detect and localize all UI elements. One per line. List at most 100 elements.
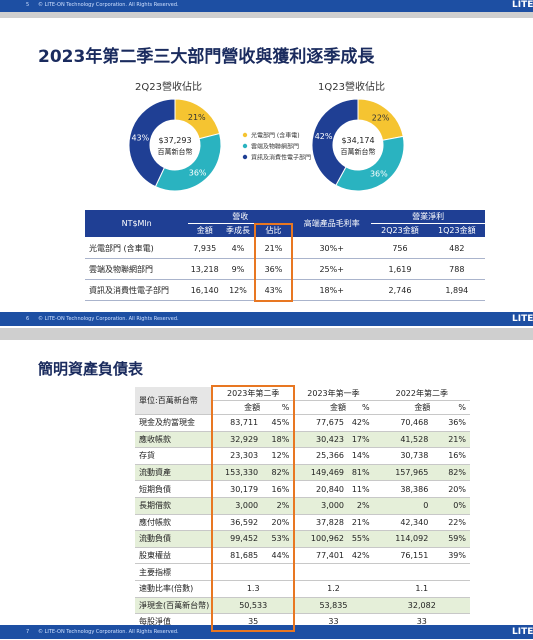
footer: 6 © LITE-ON Technology Corporation. All R… [0,312,533,326]
cell: 應收帳款 [135,431,214,449]
row: 應收帳款 32,929 18% 30,423 17% 41,528 21% [135,431,470,449]
cell: 82% [430,464,470,482]
cell: 流動資產 [135,464,214,482]
cell: 營收 [188,210,293,224]
cell: 25,366 [293,447,347,465]
legend-label: 光電部門 (含車電) [251,132,300,140]
row: NT$Mln 營收 高端產品毛利率 營業淨利 [85,210,485,238]
row: 流動資產 153,330 82% 149,469 81% 157,965 82% [135,464,470,482]
legend-marker [242,143,248,149]
center-unit: 百萬新台幣 [158,147,193,156]
cell: 11% [346,480,374,498]
cell: 41,528 [373,431,431,449]
row: 應付帳款 36,592 20% 37,828 21% 42,340 22% [135,514,470,532]
legend-label: 資訊及消費性電子部門 [251,154,311,162]
slide-title: 簡明資產負債表 [38,360,144,378]
cell: 25%+ [292,258,372,280]
cell: 44% [260,547,294,565]
donut-title: 2Q23營收佔比 [135,80,202,93]
cell: 2023年第二季 [213,387,294,401]
cell: 83,711 [213,414,261,432]
cell: 12% [221,279,255,301]
highlight-box [211,385,296,633]
cell: 99,452 [213,530,261,548]
cell: 1Q23金額 [428,223,485,238]
cell: 59% [430,530,470,548]
row: 現金及約當現金 83,711 45% 77,675 42% 70,468 36% [135,414,470,432]
donut-label: 22% [372,114,390,123]
cell: 38,386 [373,480,431,498]
copyright: © LITE-ON Technology Corporation. All Ri… [38,629,179,635]
cell: 153,330 [213,464,261,482]
page-number: 6 [26,316,30,322]
cell: 76,151 [373,547,431,565]
logo: LITEON [512,627,533,637]
cell: 2023年第一季 [293,387,374,401]
cell: 70,468 [373,414,431,432]
cell: 14% [346,447,374,465]
cell: 現金及約當現金 [135,414,214,432]
slide-title: 2023年第二季三大部門營收與獲利逐季成長 [38,47,375,67]
cell: 32,929 [213,431,261,449]
row: 金額 季成長 佔比 2Q23金額 1Q23金額 [85,223,485,238]
cell: 21% [254,237,293,259]
cell: 金額 [293,400,347,415]
donut-area: 2Q23營收佔比 21% 36% 43% $37,293 百萬新台幣 1Q23營收佔比 22%… [128,80,405,192]
cell: 3,000 [293,497,347,515]
row: 淨現金(百萬新台幣) 50,533 53,835 32,082 [135,597,470,615]
row: 長期借款 3,000 2% 3,000 2% 0 0% [135,497,470,515]
cell: 9% [221,258,255,280]
cell: 77,401 [293,547,347,565]
cell: 36% [254,258,293,280]
cell: 21% [430,431,470,449]
legend-marker [242,154,248,160]
center-unit: 百萬新台幣 [341,147,376,156]
cell: % [260,400,294,415]
cell: 7,935 [188,237,222,259]
cell: 756 [371,237,429,259]
cell: 81% [346,464,374,482]
page-number: 7 [26,629,30,635]
cell: 18%+ [292,279,372,301]
legend-label: 雲端及物聯網部門 [251,143,299,151]
cell: 12% [260,447,294,465]
cell: % [346,400,374,415]
cell: 42% [346,547,374,565]
cell: 37,828 [293,514,347,532]
cell: 20,840 [293,480,347,498]
donut-label: 36% [189,168,207,177]
footer: 5 © LITE-ON Technology Corporation. All R… [0,0,533,12]
cell: 0 [373,497,431,515]
cell: 高端產品毛利率 [292,210,372,238]
cell: 短期負債 [135,480,214,498]
cell: 雲端及物聯網部門 [85,258,189,280]
cell: 資訊及消費性電子部門 [85,279,189,301]
row: 金額% 金額% 金額% [135,400,470,415]
cell: 482 [428,237,485,259]
row: 股東權益 81,685 44% 77,401 42% 76,151 39% [135,547,470,565]
donut-label: 36% [370,170,388,179]
cell: 單位:百萬新台幣 [135,387,214,415]
copyright: © LITE-ON Technology Corporation. All Ri… [38,316,179,322]
cell: 53% [260,530,294,548]
row: 主要指標 [135,563,470,581]
cell: 20% [430,480,470,498]
cell: 21% [346,514,374,532]
cell: 主要指標 [135,563,470,581]
donut-segment [311,98,359,186]
cell: 788 [428,258,485,280]
cell: 114,092 [373,530,431,548]
logo: LITEON [512,0,533,10]
row: 速動比率(倍數) 1.3 1.2 1.1 [135,580,470,598]
slide-fragment: 5 © LITE-ON Technology Corporation. All R… [0,0,533,12]
cell: 17% [346,431,374,449]
cell: % [430,400,470,415]
cell: 81,685 [213,547,261,565]
donut-label: 42% [315,132,333,141]
cell: 157,965 [373,464,431,482]
balance-table: 單位:百萬新台幣 2023年第二季 2023年第一季 2022年第二季 金額% 金額% 金額… [135,387,470,631]
logo: LITEON [512,314,533,324]
row: 短期負債 30,179 16% 20,840 11% 38,386 20% [135,480,470,498]
cell: 30,423 [293,431,347,449]
